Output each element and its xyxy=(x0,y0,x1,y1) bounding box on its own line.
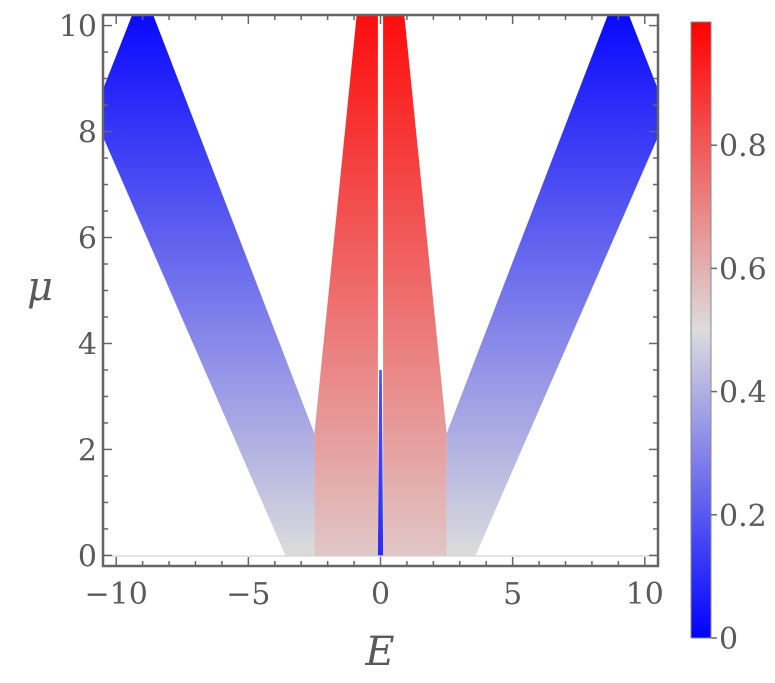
colorbar-tick-label: 0.6 xyxy=(719,252,767,287)
x-tick-label: 10 xyxy=(626,577,664,612)
x-tick-label: 0 xyxy=(371,577,390,612)
y-tick-label: 0 xyxy=(78,539,97,574)
center-line xyxy=(377,370,384,556)
y-axis-label: μ xyxy=(27,264,53,310)
colorbar-tick-label: 0.4 xyxy=(719,376,767,411)
y-tick-label: 2 xyxy=(78,433,97,468)
colorbar-ticks: 0 0.2 0.4 0.6 0.8 xyxy=(711,129,767,657)
colorbar-tick-label: 0.8 xyxy=(719,129,767,164)
x-axis: −10 −5 0 5 10 xyxy=(85,15,664,612)
x-axis-label: E xyxy=(364,629,394,675)
x-tick-label: 5 xyxy=(503,577,522,612)
right-outer-band xyxy=(446,15,658,556)
colorbar-tick-label: 0 xyxy=(719,622,738,657)
colorbar xyxy=(691,22,711,638)
left-inner-band xyxy=(314,15,378,556)
x-tick-label: −10 xyxy=(85,577,148,612)
heatmap-regions xyxy=(103,15,658,556)
y-tick-label: 8 xyxy=(78,116,97,151)
y-tick-label: 4 xyxy=(78,327,97,362)
left-outer-band xyxy=(103,15,315,556)
right-inner-band xyxy=(383,15,447,556)
y-tick-label: 10 xyxy=(59,10,97,45)
x-tick-label: −5 xyxy=(226,577,270,612)
y-tick-label: 6 xyxy=(78,222,97,257)
colorbar-frame xyxy=(690,21,712,639)
colorbar-tick-label: 0.2 xyxy=(719,499,767,534)
y-axis: 0 2 4 6 8 10 xyxy=(59,10,658,574)
